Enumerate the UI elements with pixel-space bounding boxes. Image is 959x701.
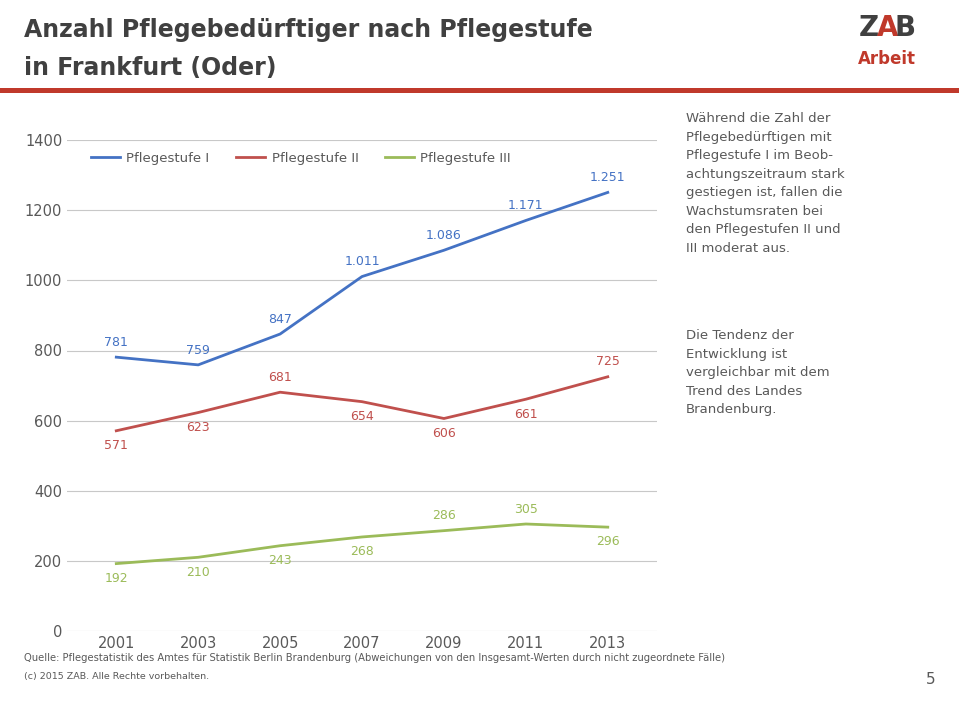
Text: Während die Zahl der
Pflegebedürftigen mit
Pflegestufe I im Beob-
achtungszeitra: Während die Zahl der Pflegebedürftigen m… <box>686 112 844 254</box>
Text: B: B <box>895 14 916 42</box>
Text: Die Tendenz der
Entwicklung ist
vergleichbar mit dem
Trend des Landes
Brandenbur: Die Tendenz der Entwicklung ist vergleic… <box>686 329 830 416</box>
Text: 759: 759 <box>186 343 210 357</box>
Text: 623: 623 <box>186 421 210 434</box>
Text: 661: 661 <box>514 407 538 421</box>
Text: 681: 681 <box>269 371 292 384</box>
Text: 725: 725 <box>596 355 620 369</box>
Text: 305: 305 <box>514 503 538 516</box>
Text: Anzahl Pflegebedürftiger nach Pflegestufe: Anzahl Pflegebedürftiger nach Pflegestuf… <box>24 18 593 41</box>
Text: 192: 192 <box>105 572 129 585</box>
Text: 654: 654 <box>350 410 374 423</box>
Text: 606: 606 <box>433 427 456 440</box>
Text: 243: 243 <box>269 554 292 567</box>
Text: 1.171: 1.171 <box>508 199 544 212</box>
Text: 296: 296 <box>596 536 620 548</box>
Text: 5: 5 <box>925 672 935 686</box>
Text: 210: 210 <box>186 566 210 578</box>
Text: 847: 847 <box>269 313 292 326</box>
Text: 268: 268 <box>350 545 374 558</box>
Text: in Frankfurt (Oder): in Frankfurt (Oder) <box>24 56 276 80</box>
Legend: Pflegestufe I, Pflegestufe II, Pflegestufe III: Pflegestufe I, Pflegestufe II, Pflegestu… <box>85 147 516 170</box>
Text: (c) 2015 ZAB. Alle Rechte vorbehalten.: (c) 2015 ZAB. Alle Rechte vorbehalten. <box>24 672 209 681</box>
Text: 1.086: 1.086 <box>426 229 462 242</box>
Text: 286: 286 <box>433 510 456 522</box>
Text: 571: 571 <box>105 439 129 452</box>
Text: 781: 781 <box>105 336 129 349</box>
Text: 1.251: 1.251 <box>590 171 625 184</box>
Text: Quelle: Pflegestatistik des Amtes für Statistik Berlin Brandenburg (Abweichungen: Quelle: Pflegestatistik des Amtes für St… <box>24 653 725 663</box>
Text: A: A <box>877 14 898 42</box>
Text: Z: Z <box>858 14 878 42</box>
Text: Arbeit: Arbeit <box>858 50 916 69</box>
Text: 1.011: 1.011 <box>344 255 380 268</box>
